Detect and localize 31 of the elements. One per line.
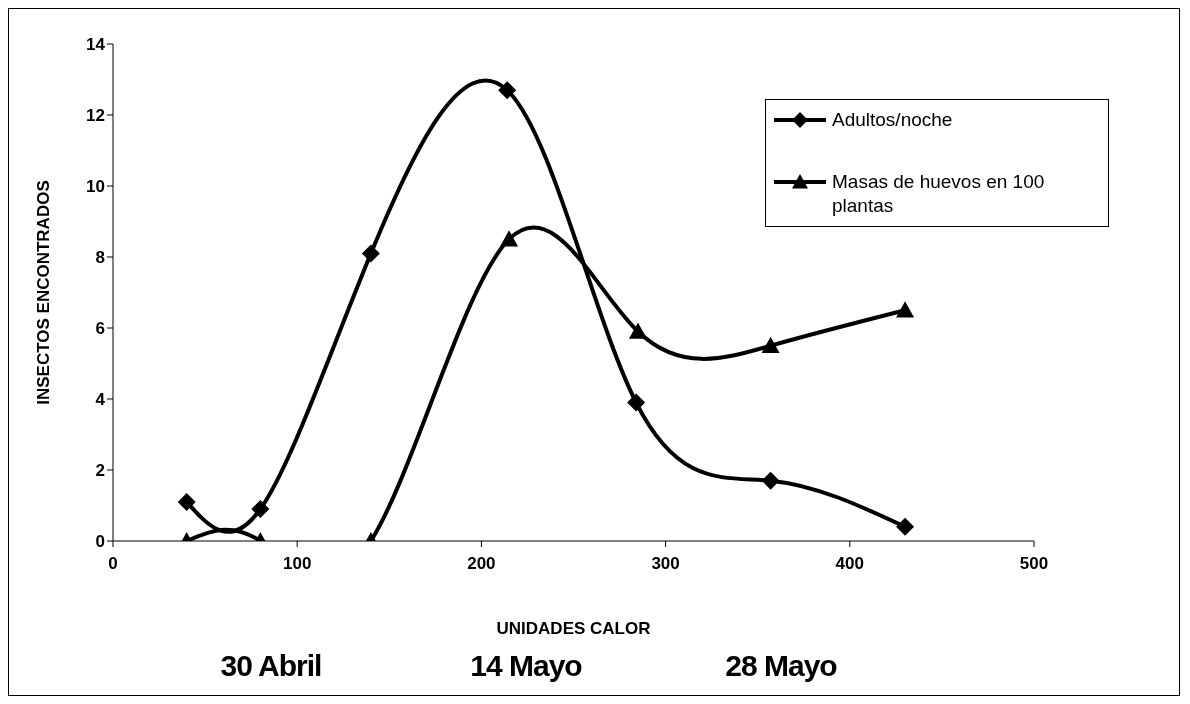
text: 14 Mayo [470,649,582,683]
point [627,393,646,412]
y-tick-label: 10 [86,177,105,197]
point [251,500,270,519]
y-tick-label: 8 [95,248,105,268]
x-tick-label: 400 [835,554,864,574]
y-tick-label: 12 [86,106,105,126]
legend-label: Masas de huevos en 100 plantas [832,170,1046,218]
point [361,244,380,263]
point [500,230,519,247]
x-tick-label: 100 [283,554,312,574]
point [498,81,517,100]
x-tick-label: 200 [467,554,496,574]
y-tick-label: 4 [95,390,106,410]
text: 30 Abril [220,649,322,683]
y-tick-label: 2 [95,461,105,481]
y-tick-label: 6 [95,319,105,339]
legend-label: Adultos/noche [832,108,953,132]
point [628,322,647,339]
x-tick-label: 300 [651,554,680,574]
y-tick-label: 0 [95,532,105,552]
text: 28 Mayo [725,649,837,683]
point [896,301,915,318]
point [761,471,780,490]
y-axis-title: INSECTOS ENCONTRADOS [34,180,54,405]
y-tick-label: 14 [86,35,106,55]
x-tick-label: 500 [1019,554,1049,574]
point [761,336,780,353]
x-axis-title: UNIDADES CALOR [496,619,651,639]
point [896,517,915,536]
point [177,492,196,511]
